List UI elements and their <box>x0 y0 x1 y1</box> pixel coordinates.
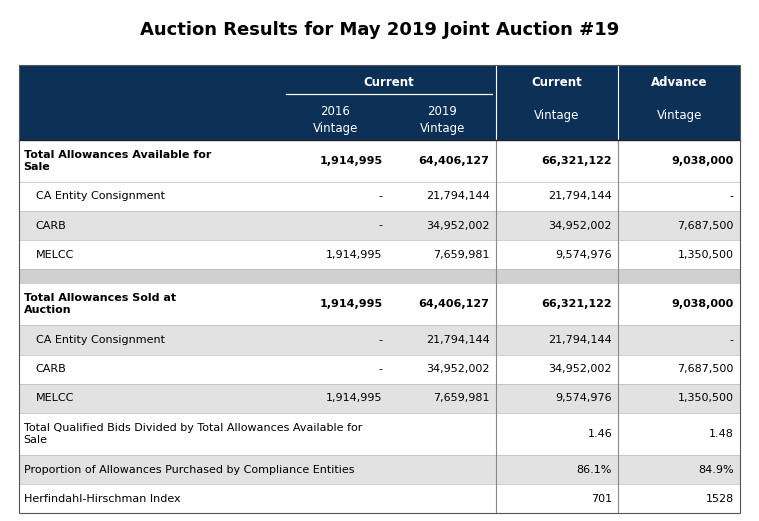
Text: Current: Current <box>364 77 414 89</box>
Text: 34,952,002: 34,952,002 <box>426 220 490 230</box>
Bar <box>19 283 740 326</box>
Text: 64,406,127: 64,406,127 <box>419 156 490 166</box>
Text: 2019
Vintage: 2019 Vintage <box>420 105 465 135</box>
Bar <box>19 484 740 513</box>
Text: 7,687,500: 7,687,500 <box>678 364 734 374</box>
Text: -: - <box>379 364 383 374</box>
Text: 84.9%: 84.9% <box>698 465 734 475</box>
Text: Herfindahl-Hirschman Index: Herfindahl-Hirschman Index <box>24 493 180 504</box>
Text: CA Entity Consignment: CA Entity Consignment <box>36 335 165 345</box>
Text: 1,350,500: 1,350,500 <box>678 250 734 259</box>
Text: -: - <box>379 335 383 345</box>
Text: -: - <box>730 335 734 345</box>
Text: 1,350,500: 1,350,500 <box>678 393 734 403</box>
Text: Vintage: Vintage <box>657 109 702 122</box>
Bar <box>19 140 740 182</box>
Text: Proportion of Allowances Purchased by Compliance Entities: Proportion of Allowances Purchased by Co… <box>24 465 354 475</box>
Text: 21,794,144: 21,794,144 <box>548 191 612 202</box>
Text: MELCC: MELCC <box>36 393 74 403</box>
Text: 1.46: 1.46 <box>587 429 612 439</box>
Text: Total Allowances Available for
Sale: Total Allowances Available for Sale <box>24 150 211 172</box>
Text: 1.48: 1.48 <box>709 429 734 439</box>
Text: 21,794,144: 21,794,144 <box>426 335 490 345</box>
Bar <box>19 211 740 240</box>
Text: 1,914,995: 1,914,995 <box>320 156 383 166</box>
Text: CARB: CARB <box>36 364 67 374</box>
Text: 7,659,981: 7,659,981 <box>433 250 490 259</box>
Bar <box>19 355 740 383</box>
Text: 66,321,122: 66,321,122 <box>541 156 612 166</box>
Text: 9,574,976: 9,574,976 <box>556 393 612 403</box>
Text: 34,952,002: 34,952,002 <box>426 364 490 374</box>
Text: Auction Results for May 2019 Joint Auction #19: Auction Results for May 2019 Joint Aucti… <box>140 21 619 39</box>
Text: 86.1%: 86.1% <box>577 465 612 475</box>
Text: Current: Current <box>531 77 582 89</box>
Bar <box>19 326 740 355</box>
Text: 1,914,995: 1,914,995 <box>326 393 383 403</box>
Text: Vintage: Vintage <box>534 109 580 122</box>
Text: 1528: 1528 <box>706 493 734 504</box>
Text: MELCC: MELCC <box>36 250 74 259</box>
Text: CA Entity Consignment: CA Entity Consignment <box>36 191 165 202</box>
Text: 2016
Vintage: 2016 Vintage <box>313 105 358 135</box>
Text: Total Allowances Sold at
Auction: Total Allowances Sold at Auction <box>24 293 175 315</box>
Bar <box>19 383 740 413</box>
Text: 34,952,002: 34,952,002 <box>549 220 612 230</box>
Text: -: - <box>730 191 734 202</box>
Text: 21,794,144: 21,794,144 <box>548 335 612 345</box>
Bar <box>19 182 740 211</box>
Text: 9,038,000: 9,038,000 <box>672 300 734 309</box>
Text: -: - <box>379 220 383 230</box>
Bar <box>19 65 740 513</box>
Text: 34,952,002: 34,952,002 <box>549 364 612 374</box>
Text: CARB: CARB <box>36 220 67 230</box>
Text: 64,406,127: 64,406,127 <box>419 300 490 309</box>
Text: 1,914,995: 1,914,995 <box>326 250 383 259</box>
Text: Total Qualified Bids Divided by Total Allowances Available for
Sale: Total Qualified Bids Divided by Total Al… <box>24 423 362 445</box>
Text: 66,321,122: 66,321,122 <box>541 300 612 309</box>
Text: 1,914,995: 1,914,995 <box>320 300 383 309</box>
Text: 7,659,981: 7,659,981 <box>433 393 490 403</box>
Bar <box>19 240 740 269</box>
Bar <box>19 65 740 140</box>
Text: 21,794,144: 21,794,144 <box>426 191 490 202</box>
Text: 701: 701 <box>591 493 612 504</box>
Text: -: - <box>379 191 383 202</box>
Bar <box>19 269 740 283</box>
Text: Advance: Advance <box>651 77 707 89</box>
Text: 9,574,976: 9,574,976 <box>556 250 612 259</box>
Text: 9,038,000: 9,038,000 <box>672 156 734 166</box>
Text: 7,687,500: 7,687,500 <box>678 220 734 230</box>
Bar <box>19 413 740 455</box>
Bar <box>19 455 740 484</box>
